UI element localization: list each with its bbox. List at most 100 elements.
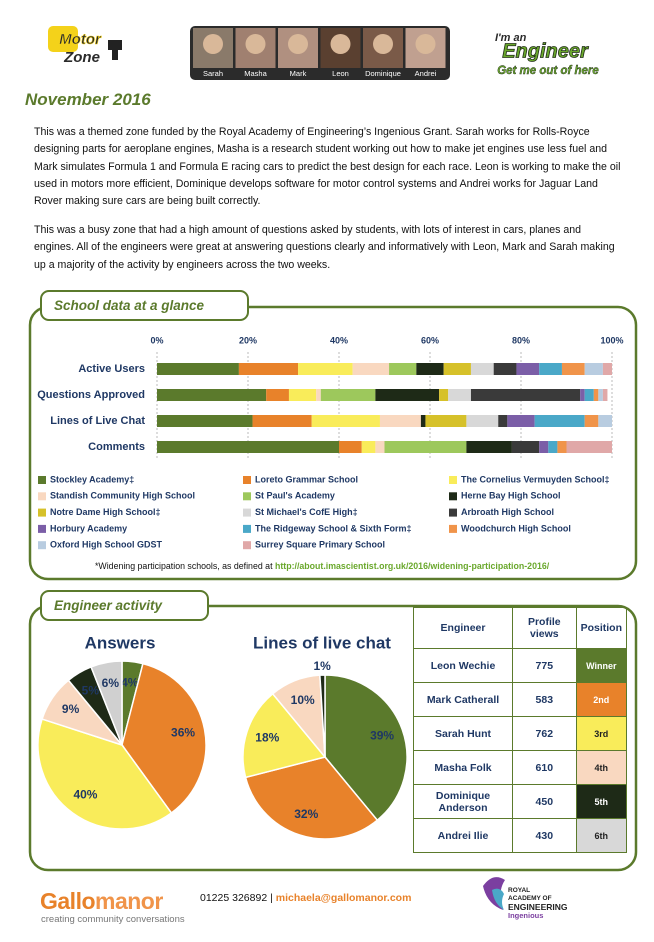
footnote-link[interactable]: http://about.imascientist.org.uk/2016/wi… xyxy=(274,561,550,571)
legend-label: St Michael's CofE High‡ xyxy=(255,507,358,517)
table-cell: 775 xyxy=(512,648,577,683)
legend-label: Notre Dame High School‡ xyxy=(50,507,161,517)
table-cell: 450 xyxy=(512,784,577,819)
slice-label: 36% xyxy=(171,726,195,740)
table-cell: 583 xyxy=(512,682,577,717)
y-tick-label: Active Users xyxy=(78,363,145,375)
legend-swatch xyxy=(38,508,46,517)
bar-segment xyxy=(507,415,535,427)
legend-label: The Cornelius Vermuyden School‡ xyxy=(461,474,610,484)
slice-label: 18% xyxy=(255,730,279,744)
page-title: November 2016 xyxy=(25,90,151,109)
table-cell: 6th xyxy=(575,818,628,853)
table-row: Andrei Ilie 430 6th xyxy=(412,818,628,853)
bar-segment xyxy=(534,415,585,427)
bar-segment xyxy=(288,389,317,401)
logo-text: ENGINEERING xyxy=(508,902,568,912)
footnote: *Widening participation schools, as defi… xyxy=(95,561,549,571)
bar-segment xyxy=(593,389,599,401)
legend-label: Woodchurch High School xyxy=(461,523,571,533)
logo-text: Engineer xyxy=(502,40,589,62)
legend-label: Loreto Grammar School xyxy=(255,474,358,484)
bar-segment xyxy=(584,389,594,401)
partner-logo: ROYAL ACADEMY OF ENGINEERING Ingenious xyxy=(508,887,568,920)
photo-name: Leon xyxy=(332,69,349,78)
logo-text: ROYAL xyxy=(508,887,531,894)
table-cell: Mark Catherall xyxy=(412,682,514,717)
table-cell: 5th xyxy=(575,784,628,819)
logo-text: ACADEMY OF xyxy=(508,894,552,902)
table-row: Sarah Hunt 762 3rd xyxy=(412,716,628,751)
pie-slice xyxy=(324,674,408,822)
bar-segment xyxy=(548,441,558,453)
legend-swatch xyxy=(38,476,46,484)
pie-slice xyxy=(121,662,207,815)
bar-segment xyxy=(420,415,426,427)
legend-swatch xyxy=(38,541,46,550)
bar-segment xyxy=(539,441,549,453)
logo-text: Gallo xyxy=(40,888,96,914)
photo-name: Sarah xyxy=(203,69,223,78)
bar-segment xyxy=(379,415,421,427)
legend-label: The Ridgeway School & Sixth Form‡ xyxy=(255,523,412,533)
bar-segment xyxy=(598,415,612,427)
photo-name: Dominique xyxy=(365,69,401,78)
bar-segment xyxy=(320,389,376,401)
chart-title: Lines of live chat xyxy=(253,633,391,652)
bar-segment xyxy=(352,363,390,375)
legend-swatch xyxy=(38,492,46,501)
slice-label: 6% xyxy=(102,676,120,690)
bar-segment xyxy=(266,389,289,401)
plug-icon xyxy=(108,40,122,60)
table-cell: Dominique Anderson xyxy=(412,784,514,819)
email[interactable]: michaela@gallomanor.com xyxy=(275,892,412,904)
x-tick-label: 0% xyxy=(150,335,163,345)
x-tick-label: 80% xyxy=(512,335,530,345)
column-header: Position xyxy=(575,607,628,649)
photo-row: Sarah Masha Mark Leon Dominique Andrei xyxy=(193,28,446,78)
chart-title: Answers xyxy=(85,633,156,652)
section-heading: School data at a glance xyxy=(40,290,249,321)
slice-label: 40% xyxy=(73,787,97,801)
legend-label: Oxford High School GDST xyxy=(50,540,163,550)
paragraph: This was a busy zone that had a high amo… xyxy=(34,224,615,271)
table-row: Dominique Anderson 450 5th xyxy=(412,784,628,819)
slice-label: 10% xyxy=(291,693,315,707)
photo-face xyxy=(288,34,308,54)
bar-segment xyxy=(584,363,603,375)
x-tick-label: 40% xyxy=(330,335,348,345)
x-tick-label: 20% xyxy=(239,335,257,345)
bar-segment xyxy=(448,389,471,401)
table-body: Leon Wechie 775 Winner Mark Catherall 583 2nd… xyxy=(412,648,628,853)
legend-label: Horbury Academy xyxy=(50,523,127,533)
table-cell: 762 xyxy=(512,716,577,751)
slice-label: 1% xyxy=(313,659,331,673)
x-tick-label: 60% xyxy=(421,335,439,345)
bar-segment xyxy=(470,389,581,401)
pie-slice xyxy=(90,660,123,746)
legend-label: Herne Bay High School xyxy=(461,491,561,501)
bar-segment xyxy=(361,441,376,453)
legend-swatch xyxy=(243,508,251,517)
bar-segment xyxy=(375,441,385,453)
bar-segment xyxy=(539,363,562,375)
y-tick-label: Questions Approved xyxy=(37,389,145,401)
photo-face xyxy=(245,34,266,54)
bar-segment xyxy=(416,363,444,375)
bar-segment xyxy=(566,441,612,453)
legend-swatch xyxy=(243,541,251,550)
bar-segment xyxy=(157,415,253,427)
bar-segment xyxy=(389,363,417,375)
legend-swatch xyxy=(243,492,251,501)
bar-segment xyxy=(584,415,599,427)
phone: 01225 326892 | xyxy=(200,892,273,904)
pie-slice xyxy=(242,692,327,779)
logo-text: Zone xyxy=(63,49,100,66)
legend-swatch xyxy=(449,508,457,517)
bar-segment xyxy=(598,389,603,401)
bar-segment xyxy=(298,363,353,375)
bar-segment xyxy=(443,363,471,375)
company-logo: Gallomanor xyxy=(40,888,163,915)
